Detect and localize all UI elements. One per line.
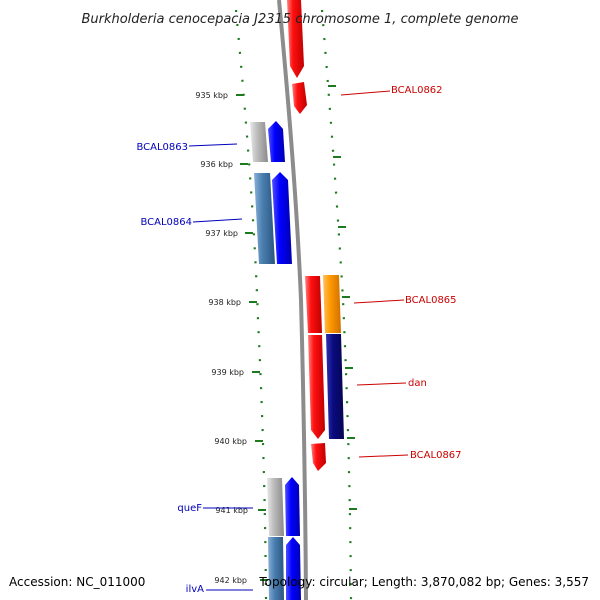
gene-arrow-bcal0867[interactable] — [311, 443, 326, 471]
gene-label-bcal0864[interactable]: BCAL0864 — [140, 217, 192, 228]
tick-label: 935 kbp — [195, 91, 228, 100]
leader-line — [192, 218, 243, 223]
gene-label-quef[interactable]: queF — [177, 503, 202, 514]
gene-labels: BCAL0862 BCAL0863 BCAL0864 BCAL0865 dan … — [136, 85, 461, 595]
reverse-genes — [250, 121, 301, 600]
gene-arrow-bcal0865[interactable] — [305, 276, 322, 333]
leader-line — [188, 143, 238, 147]
tick-label: 940 kbp — [214, 437, 247, 446]
tick-label: 942 kbp — [214, 576, 247, 585]
label-leaders — [188, 90, 409, 591]
gene-label-dan[interactable]: dan — [408, 378, 427, 389]
gene-arrow-bcal0864-b[interactable] — [272, 172, 292, 264]
leader-line — [353, 299, 405, 304]
gene-label-bcal0865[interactable]: BCAL0865 — [405, 295, 457, 306]
gene-arrow-bcal0864[interactable] — [254, 173, 275, 264]
gene-arrow-bcal0863[interactable] — [250, 122, 268, 162]
gene-arrow-bcal0862[interactable] — [292, 82, 307, 114]
gene-arrow-bcal0863-b[interactable] — [268, 121, 285, 162]
tick-label: 937 kbp — [205, 229, 238, 238]
genome-stats-label: Topology: circular; Length: 3,870,082 bp… — [258, 575, 589, 589]
tick-label: 941 kbp — [215, 506, 248, 515]
gene-arrow-ilva-b[interactable] — [286, 537, 301, 600]
leader-line — [358, 454, 409, 458]
accession-label: Accession: NC_011000 — [9, 575, 145, 589]
gene-label-bcal0863[interactable]: BCAL0863 — [136, 142, 188, 153]
gene-arrow-dan-b[interactable] — [326, 334, 344, 439]
gene-label-bcal0862[interactable]: BCAL0862 — [391, 85, 443, 96]
tick-labels: 935 kbp 936 kbp 937 kbp 938 kbp 939 kbp … — [195, 91, 248, 585]
gene-label-bcal0867[interactable]: BCAL0867 — [410, 450, 462, 461]
tick-label: 936 kbp — [200, 160, 233, 169]
leader-line — [356, 382, 407, 386]
gene-label-ilva[interactable]: ilvA — [186, 584, 204, 595]
map-title: Burkholderia cenocepacia J2315 chromosom… — [81, 12, 518, 27]
tick-label: 939 kbp — [211, 368, 244, 377]
gene-arrow-ilva[interactable] — [268, 537, 284, 600]
major-ticks — [236, 85, 357, 581]
gene-arrow-quef-b[interactable] — [285, 477, 300, 536]
gene-arrow-bcal0865-b[interactable] — [323, 275, 341, 333]
leader-line — [340, 90, 391, 96]
chromosome-backbone — [277, 0, 308, 600]
tick-label: 938 kbp — [208, 298, 241, 307]
gene-arrow-quef[interactable] — [267, 478, 284, 536]
gene-arrow-dan[interactable] — [308, 335, 325, 439]
forward-genes — [287, 0, 344, 471]
gene-arrow[interactable] — [287, 0, 304, 78]
